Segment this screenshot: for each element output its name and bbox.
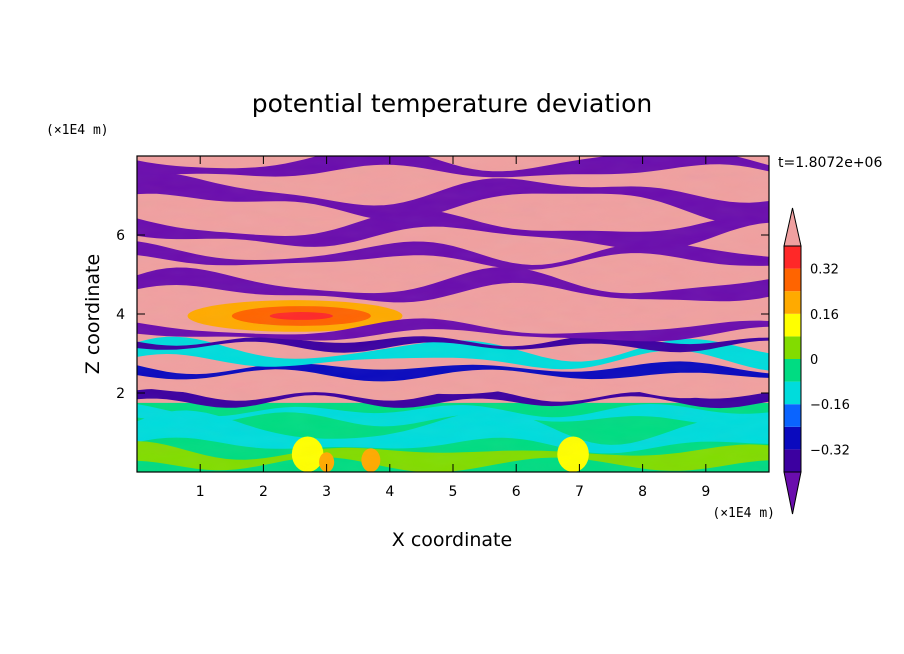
x-tick-label: 6 [512, 484, 521, 500]
colorbar-segment [784, 291, 801, 314]
colorbar-label: 0 [810, 353, 818, 368]
y-tick-label: 6 [116, 228, 125, 244]
x-tick-label: 2 [259, 484, 268, 500]
y-axis-label: Z coordinate [82, 254, 104, 374]
y-tick-label: 4 [116, 307, 125, 323]
x-tick-label: 8 [638, 484, 647, 500]
y-axis: 2 4 6 [116, 228, 769, 402]
chart-title: potential temperature deviation [252, 89, 652, 118]
x-axis: 1 2 3 4 5 6 7 8 9 [196, 156, 710, 500]
colorbar-segment [784, 449, 801, 472]
time-label: t=1.8072e+06 [778, 155, 882, 171]
colorbar-label: 0.32 [810, 263, 839, 278]
colorbar-label: −0.16 [810, 398, 850, 413]
colorbar-triangle-top [783, 207, 802, 247]
colorbar-label: −0.32 [810, 443, 850, 458]
x-tick-label: 4 [385, 484, 394, 500]
colorbar-segment [784, 381, 801, 405]
y-unit: (×1E4 m) [46, 123, 109, 138]
colorbar-segment [784, 246, 801, 269]
x-tick-label: 5 [449, 484, 458, 500]
y-tick-label: 2 [116, 386, 125, 402]
x-unit: (×1E4 m) [712, 506, 775, 521]
x-tick-label: 3 [322, 484, 331, 500]
colorbar-segment [784, 336, 801, 359]
colorbar: 0.32 0.16 0 −0.16 −0.32 [783, 207, 850, 515]
x-tick-label: 7 [575, 484, 584, 500]
colorbar-segment [784, 313, 801, 337]
colorbar-segment [784, 359, 801, 382]
colorbar-triangle-bottom [783, 471, 802, 515]
texture-overlay [137, 156, 769, 472]
colorbar-segment [784, 268, 801, 292]
colorbar-frame [783, 245, 802, 473]
colorbar-label: 0.16 [810, 308, 839, 323]
colorbar-segment [784, 404, 801, 427]
x-tick-label: 1 [196, 484, 205, 500]
colorbar-segment [784, 426, 801, 450]
contour-field [137, 156, 769, 472]
x-axis-label: X coordinate [392, 529, 512, 551]
x-tick-label: 9 [701, 484, 710, 500]
